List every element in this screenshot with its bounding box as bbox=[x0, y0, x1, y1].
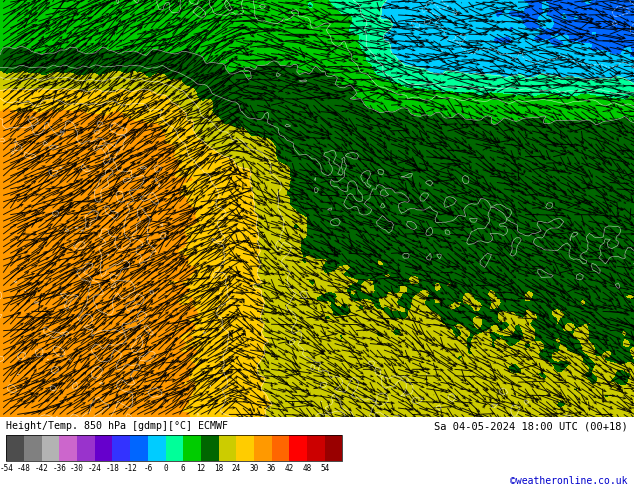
Text: ©weatheronline.co.uk: ©weatheronline.co.uk bbox=[510, 476, 628, 486]
Text: 30: 30 bbox=[249, 464, 259, 472]
Bar bbox=[60, 435, 77, 461]
Bar bbox=[6, 435, 24, 461]
Text: -12: -12 bbox=[123, 464, 137, 472]
Bar bbox=[325, 435, 342, 461]
Text: -36: -36 bbox=[53, 464, 67, 472]
Text: -24: -24 bbox=[88, 464, 101, 472]
Bar bbox=[24, 435, 42, 461]
Bar bbox=[77, 435, 94, 461]
Text: Height/Temp. 850 hPa [gdmp][°C] ECMWF: Height/Temp. 850 hPa [gdmp][°C] ECMWF bbox=[6, 421, 228, 431]
Bar bbox=[165, 435, 183, 461]
Text: 12: 12 bbox=[197, 464, 205, 472]
Bar bbox=[130, 435, 148, 461]
Text: 18: 18 bbox=[214, 464, 223, 472]
Text: Sa 04-05-2024 18:00 UTC (00+18): Sa 04-05-2024 18:00 UTC (00+18) bbox=[434, 421, 628, 431]
Bar bbox=[201, 435, 219, 461]
Bar bbox=[289, 435, 307, 461]
Bar bbox=[6, 435, 342, 461]
Text: 42: 42 bbox=[285, 464, 294, 472]
Bar bbox=[183, 435, 201, 461]
Text: 54: 54 bbox=[320, 464, 329, 472]
Text: 0: 0 bbox=[163, 464, 168, 472]
Bar bbox=[307, 435, 325, 461]
Bar bbox=[219, 435, 236, 461]
Text: 6: 6 bbox=[181, 464, 186, 472]
Bar bbox=[148, 435, 165, 461]
Bar bbox=[254, 435, 271, 461]
Text: -6: -6 bbox=[143, 464, 152, 472]
Bar bbox=[236, 435, 254, 461]
Text: -48: -48 bbox=[17, 464, 31, 472]
Text: 48: 48 bbox=[302, 464, 312, 472]
Text: -42: -42 bbox=[35, 464, 49, 472]
Text: -18: -18 bbox=[105, 464, 119, 472]
Bar bbox=[42, 435, 60, 461]
Text: -30: -30 bbox=[70, 464, 84, 472]
Bar bbox=[94, 435, 112, 461]
Bar bbox=[271, 435, 289, 461]
Bar bbox=[112, 435, 130, 461]
Text: 36: 36 bbox=[267, 464, 276, 472]
Text: 24: 24 bbox=[231, 464, 241, 472]
Text: -54: -54 bbox=[0, 464, 13, 472]
